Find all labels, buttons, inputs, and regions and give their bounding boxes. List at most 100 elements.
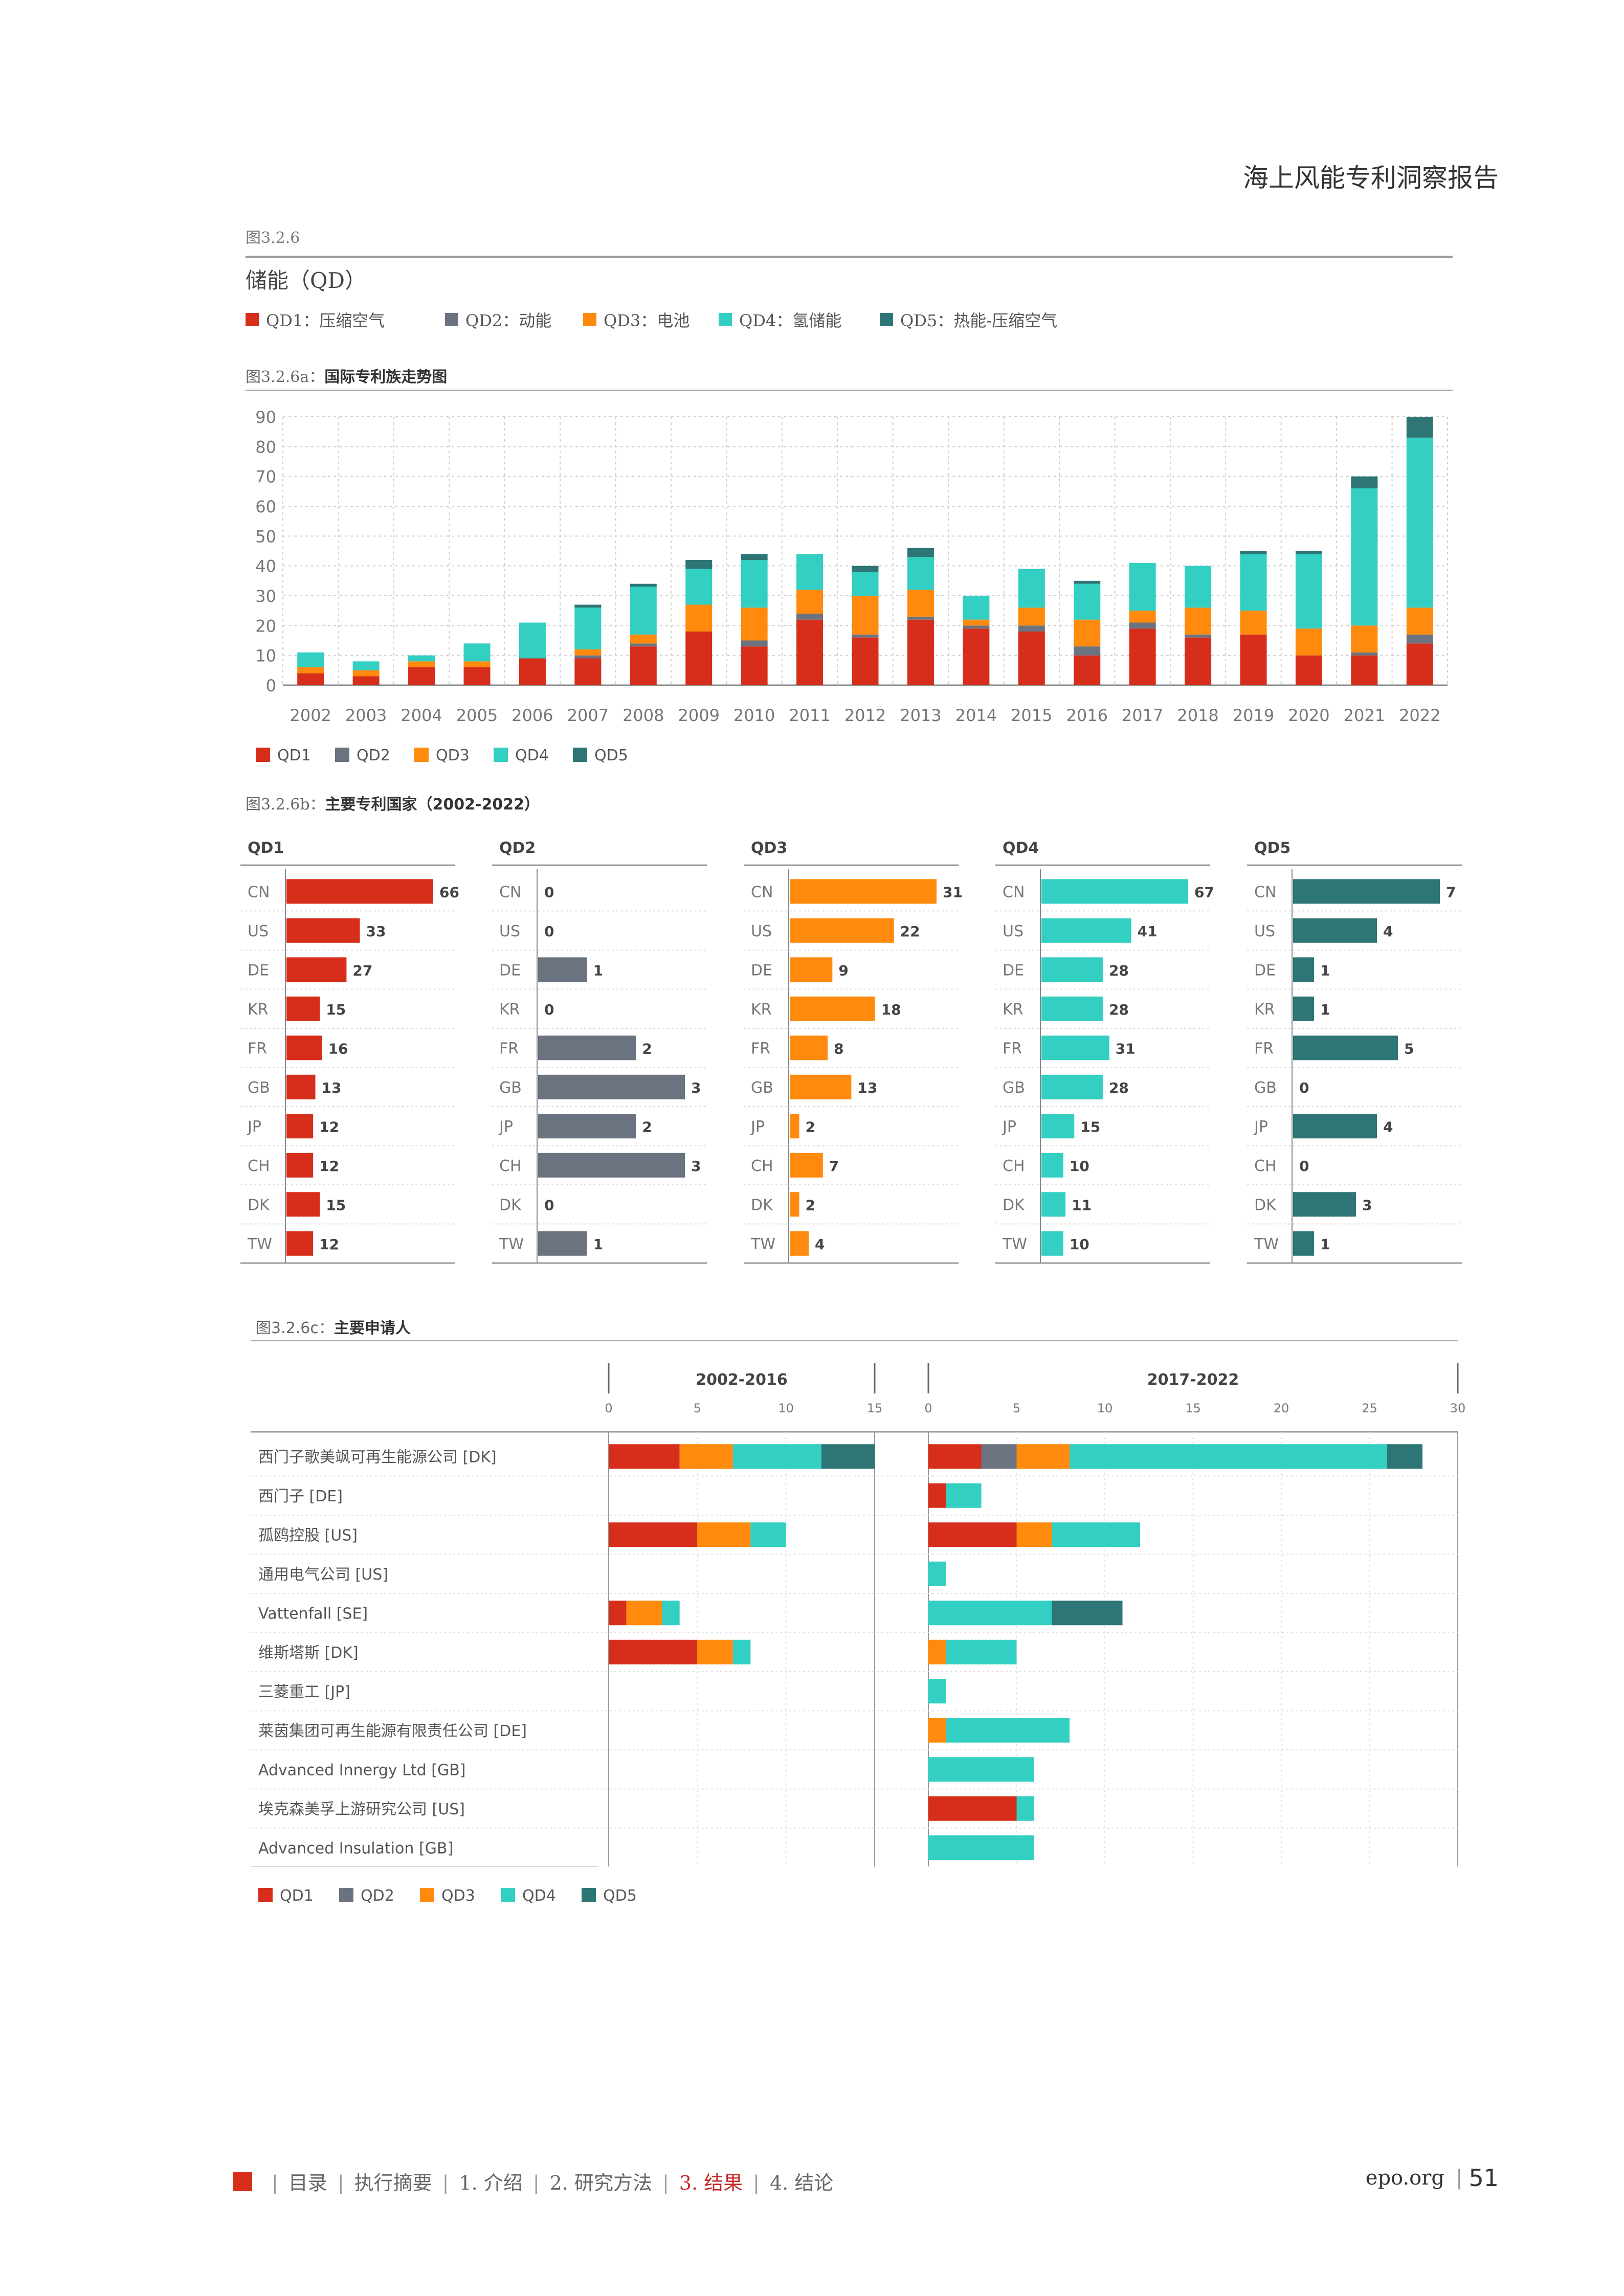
bar-2017-2022-qd5-row0 <box>1387 1444 1422 1469</box>
footer-site-link[interactable]: epo.org <box>1365 2166 1444 2190</box>
x-tick-label: 10 <box>778 1401 794 1415</box>
value-label: 16 <box>328 1040 348 1057</box>
value-label: 2 <box>806 1118 815 1135</box>
bar-qd5-2008 <box>630 583 657 587</box>
bar-2002-2016-qd4-row4 <box>662 1601 680 1626</box>
bar-qd1-2022 <box>1406 643 1433 685</box>
panel-title-qd2: QD2 <box>499 839 536 857</box>
country-label-kr: KR <box>751 1001 772 1019</box>
legend-label: QD1：压缩空气 <box>266 311 385 330</box>
bar-qd5-fr <box>1293 1036 1398 1061</box>
country-label-cn: CN <box>1003 883 1025 901</box>
x-tick-label: 15 <box>867 1401 883 1415</box>
y-tick-label: 90 <box>255 408 276 427</box>
legend-swatch-qd5 <box>582 1888 596 1902</box>
bar-qd3-2005 <box>463 661 491 667</box>
bar-2017-2022-qd4-row2 <box>1052 1522 1140 1547</box>
bar-qd5-2007 <box>574 604 602 608</box>
footer-link-5[interactable]: 3. 结果 <box>679 2172 743 2194</box>
country-label-ch: CH <box>1003 1157 1025 1175</box>
x-tick-label-2003: 2003 <box>345 706 387 725</box>
bar-qd4-de <box>1041 957 1103 982</box>
bar-qd1-2008 <box>630 646 657 685</box>
value-label: 0 <box>544 1197 554 1213</box>
bar-qd3-us <box>790 918 894 943</box>
chart-b-prefix: 图3.2.6b： <box>246 796 325 814</box>
bar-2002-2016-qd4-row0 <box>732 1444 821 1469</box>
x-tick-label: 5 <box>694 1401 701 1415</box>
bar-qd3-ch <box>790 1153 823 1178</box>
footer-link-2[interactable]: 执行摘要 <box>354 2172 432 2194</box>
value-label: 18 <box>881 1001 901 1018</box>
country-label-de: DE <box>1003 961 1024 979</box>
bar-qd4-gb <box>1041 1074 1103 1099</box>
footer-link-1[interactable]: 目录 <box>288 2172 327 2194</box>
bar-qd4-2018 <box>1185 566 1212 608</box>
legend-label: QD5：热能-压缩空气 <box>900 311 1058 330</box>
value-label: 7 <box>1446 884 1456 901</box>
bar-qd3-2019 <box>1240 611 1267 635</box>
value-label: 2 <box>642 1040 652 1057</box>
applicant-label: Vattenfall [SE] <box>258 1605 368 1623</box>
legend-swatch <box>246 313 259 326</box>
country-label-jp: JP <box>750 1118 765 1136</box>
y-tick-label: 70 <box>255 467 276 487</box>
chart-c-heading: 主要申请人 <box>333 1319 411 1337</box>
bar-2017-2022-qd4-row9 <box>1016 1796 1034 1821</box>
bar-qd2-2014 <box>963 625 990 629</box>
bar-qd1-2019 <box>1240 634 1267 685</box>
bar-2017-2022-qd2-row0 <box>981 1444 1017 1469</box>
x-tick-label: 10 <box>1097 1401 1113 1415</box>
value-label: 7 <box>829 1158 839 1175</box>
country-label-us: US <box>499 922 520 940</box>
bar-qd3-2010 <box>741 607 768 641</box>
bar-2017-2022-qd1-row2 <box>928 1522 1017 1547</box>
x-tick-label-2020: 2020 <box>1288 706 1329 725</box>
y-tick-label: 50 <box>255 527 276 546</box>
x-tick-label-2021: 2021 <box>1344 706 1385 725</box>
legend-swatch-qd4 <box>501 1888 515 1902</box>
value-label: 0 <box>544 884 554 901</box>
country-label-gb: GB <box>1003 1079 1025 1097</box>
country-label-cn: CN <box>499 883 521 901</box>
bar-qd1-2012 <box>852 637 879 685</box>
bar-qd5-cn <box>1293 879 1440 904</box>
country-label-ch: CH <box>751 1157 773 1175</box>
bar-qd5-2021 <box>1351 476 1378 488</box>
value-label: 3 <box>691 1079 701 1096</box>
value-label: 4 <box>1383 923 1393 940</box>
bar-qd4-2022 <box>1406 437 1433 608</box>
legend-swatch-qd1 <box>256 748 270 762</box>
bar-qd2-2010 <box>741 640 768 647</box>
bar-qd1-dk <box>286 1192 320 1217</box>
bar-qd1-2017 <box>1129 628 1156 685</box>
chart-a-prefix: 图3.2.6a： <box>246 368 325 386</box>
bar-qd4-2010 <box>741 560 768 608</box>
legend-label-qd2: QD2 <box>357 747 390 764</box>
bar-qd2-ch <box>538 1153 685 1178</box>
period-label-2017-2022: 2017-2022 <box>1147 1371 1239 1389</box>
bar-2002-2016-qd3-row5 <box>697 1639 733 1664</box>
country-label-ch: CH <box>1254 1157 1277 1175</box>
bar-qd5-2022 <box>1406 417 1433 438</box>
footer-link-3[interactable]: 1. 介绍 <box>459 2172 523 2194</box>
bar-qd5-2012 <box>852 566 879 572</box>
bar-qd4-kr <box>1041 996 1103 1021</box>
applicant-label: Advanced Insulation [GB] <box>258 1839 453 1857</box>
value-label: 11 <box>1072 1197 1092 1213</box>
bar-2017-2022-qd1-row1 <box>928 1483 946 1508</box>
legend-label-qd2: QD2 <box>361 1887 394 1905</box>
bar-qd2-gb <box>538 1074 685 1099</box>
bar-qd1-2006 <box>519 658 546 685</box>
x-tick-label: 5 <box>1013 1401 1020 1415</box>
bar-qd3-dk <box>790 1192 799 1217</box>
legend-item-qd3: QD3：电池 <box>583 308 689 331</box>
x-tick-label-2002: 2002 <box>290 706 331 725</box>
footer-link-6[interactable]: 4. 结论 <box>769 2172 834 2194</box>
bar-qd5-us <box>1293 918 1377 943</box>
value-label: 28 <box>1109 1079 1129 1096</box>
footer-link-4[interactable]: 2. 研究方法 <box>549 2172 652 2194</box>
bar-qd2-fr <box>538 1036 636 1061</box>
bar-qd1-ch <box>286 1153 314 1178</box>
country-label-fr: FR <box>751 1040 770 1057</box>
